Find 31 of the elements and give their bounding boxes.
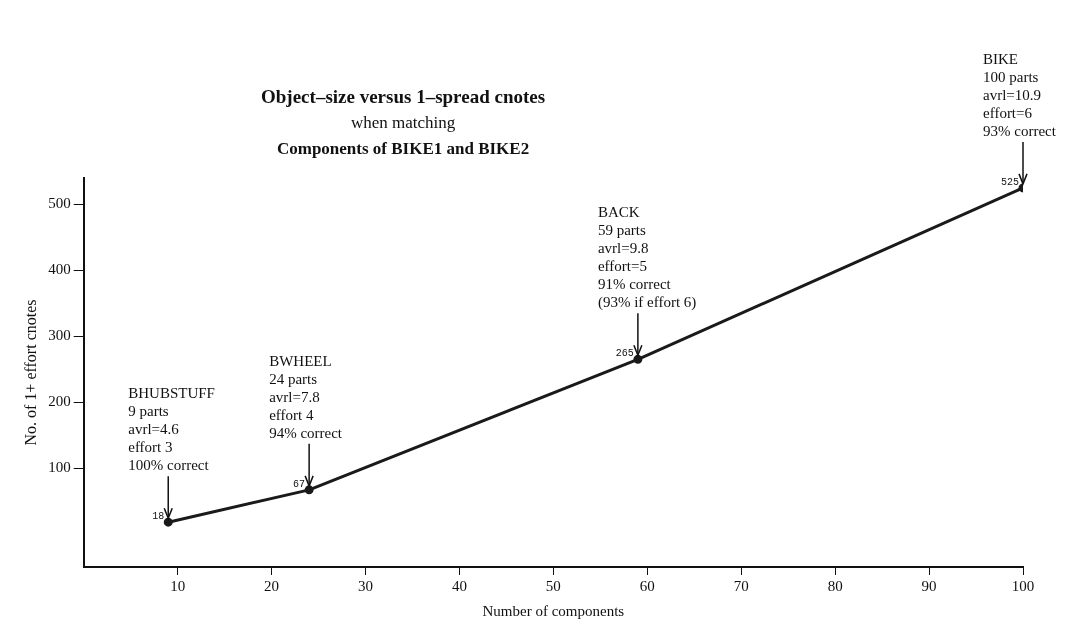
y-tick-label: 500 [48,195,71,212]
point [163,517,173,527]
y-tick-label: 100 [48,459,71,476]
data-label: 525 [1000,176,1019,188]
x-axis-title: Number of components [482,602,625,619]
x-tick-label: 30 [357,577,373,594]
x-tick-label: 100 [1011,577,1035,594]
data-label: 18 [152,511,165,523]
point [633,354,643,364]
x-tick-label: 50 [545,577,561,594]
x-tick-label: 80 [827,577,843,594]
annotation: BACK 59 parts avrl=9.8 effort=5 91% correct (93% if effort 6) [597,204,697,312]
y-axis-title: No. of 1+ effort cnotes [21,299,39,446]
annotation: BWHEEL 24 parts avrl=7.8 effort 4 94% correct [269,352,343,441]
x-tick-label: 90 [921,577,937,594]
annotation: BHUBSTUFF 9 parts avrl=4.6 effort 3 100% correct [128,385,215,474]
chart-title: Object–size versus 1–spread cnotes [261,86,546,107]
x-tick-label: 10 [170,577,186,594]
annotation: BIKE 100 parts avrl=10.9 effort=6 93% correct [983,50,1057,139]
text: Components of BIKE1 and BIKE2 [276,139,530,158]
x-tick-label: 60 [639,577,655,594]
data-label: 67 [293,478,306,490]
y-tick-label: 400 [48,261,71,278]
y-tick-label: 200 [48,393,71,410]
data-label: 265 [615,348,634,360]
y-tick-label: 300 [48,327,71,344]
x-tick-label: 70 [733,577,749,594]
x-tick-label: 40 [451,577,467,594]
point [304,485,314,495]
chart-subtitle: when matching [350,113,456,132]
x-tick-label: 20 [264,577,280,594]
